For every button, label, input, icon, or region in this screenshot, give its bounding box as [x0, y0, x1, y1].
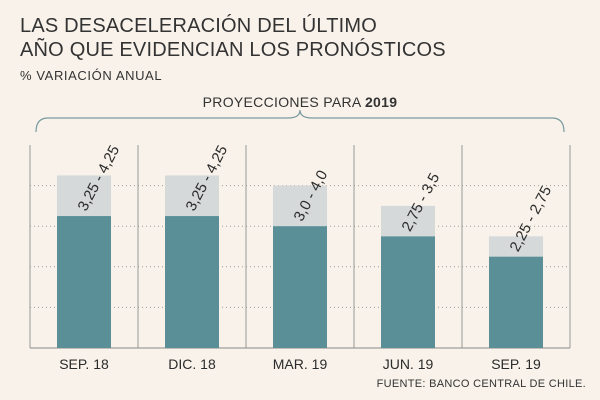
source-note: FUENTE: BANCO CENTRAL DE CHILE. — [376, 378, 586, 390]
category-label: SEP. 19 — [491, 356, 541, 372]
bar-range — [165, 175, 219, 217]
projection-label: PROYECCIONES PARA 2019 — [0, 94, 600, 110]
chart-subtitle: % VARIACIÓN ANUAL — [20, 68, 163, 83]
bar-range — [57, 175, 111, 217]
title-line-1: LAS DESACELERACIÓN DEL ÚLTIMO — [20, 15, 378, 37]
category-label: SEP. 18 — [59, 356, 109, 372]
category-label: MAR. 19 — [273, 356, 328, 372]
bar-range — [273, 185, 327, 227]
title-line-2: AÑO QUE EVIDENCIAN LOS PRONÓSTICOS — [20, 39, 446, 61]
chart-title: LAS DESACELERACIÓN DEL ÚLTIMO AÑO QUE EV… — [20, 14, 480, 62]
projection-year: 2019 — [364, 94, 398, 110]
bar-low — [57, 216, 111, 348]
projection-bracket — [35, 109, 565, 133]
bar-range — [381, 205, 435, 237]
bar-low — [489, 256, 543, 348]
category-label: JUN. 19 — [383, 356, 434, 372]
bar-low — [381, 236, 435, 348]
bar-low — [273, 226, 327, 348]
projection-label-text: PROYECCIONES PARA — [202, 94, 365, 110]
bar-low — [165, 216, 219, 348]
category-label: DIC. 18 — [168, 356, 216, 372]
bar-range — [489, 236, 543, 257]
